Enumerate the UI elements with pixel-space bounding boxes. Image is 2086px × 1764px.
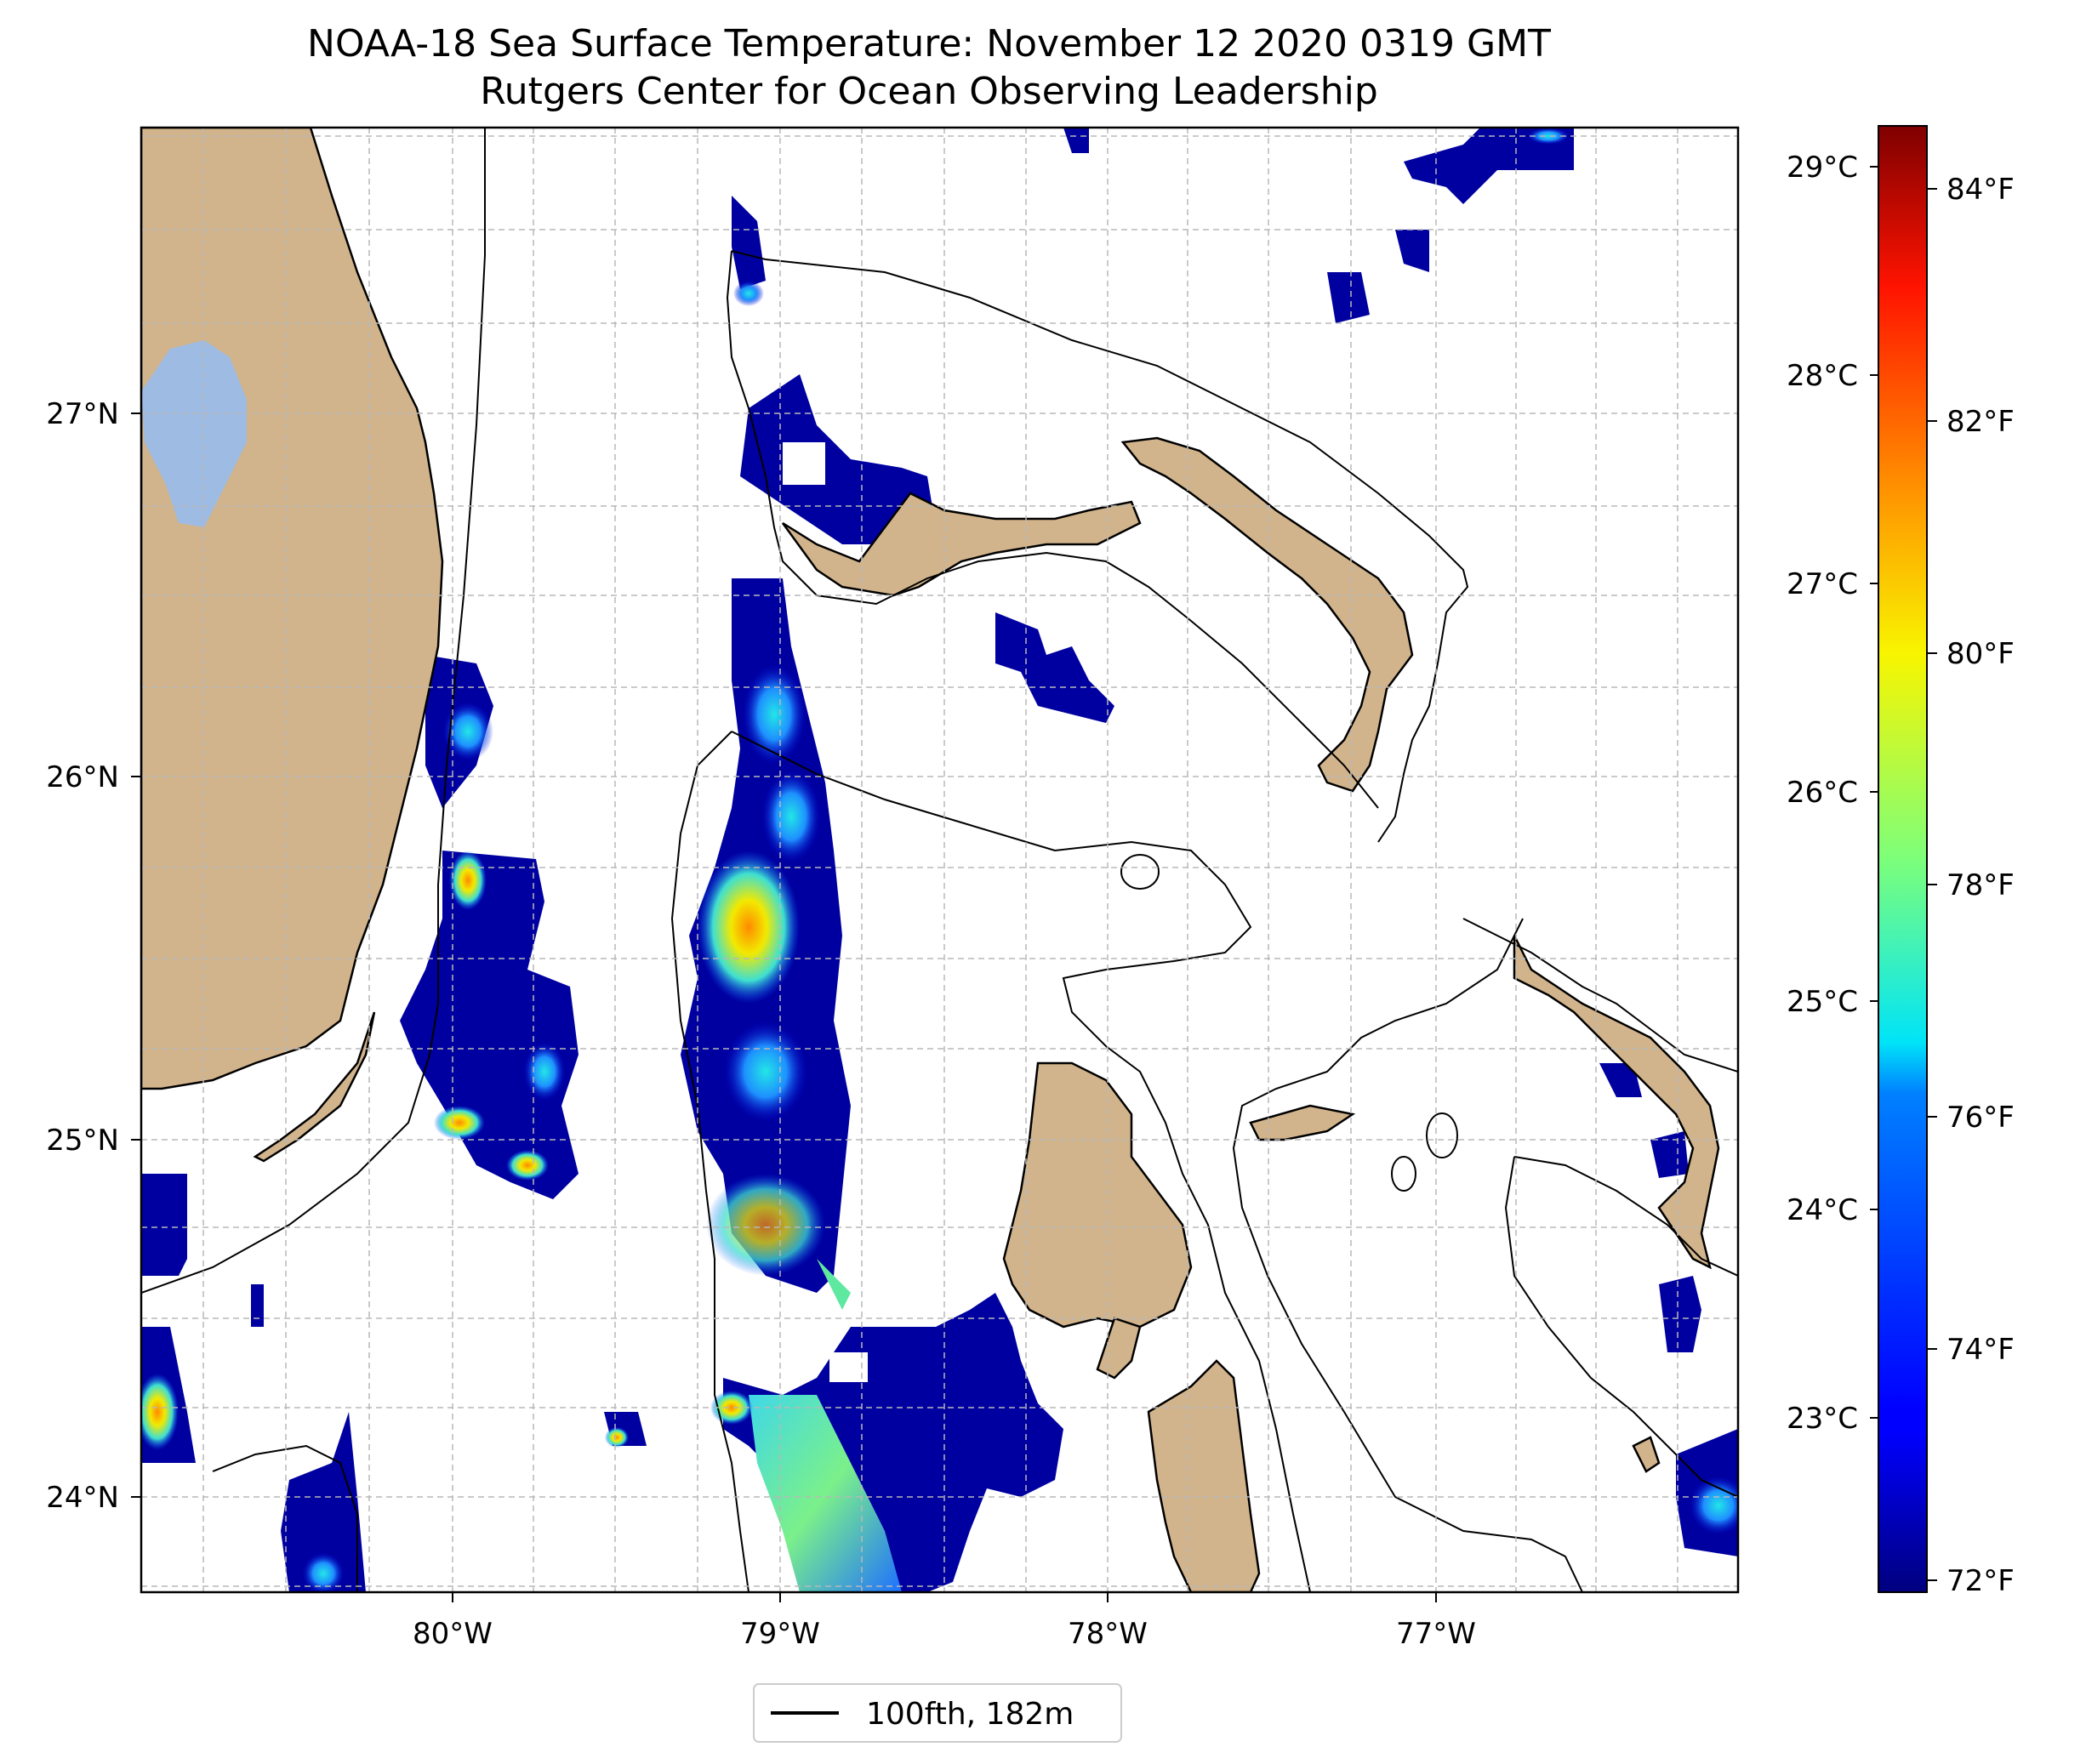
title-line-2: Rutgers Center for Ocean Observing Leade…	[480, 70, 1378, 113]
lake-okeechobee	[141, 340, 247, 527]
sst-patch	[710, 1391, 753, 1425]
legend-box	[753, 1683, 1122, 1743]
sst-patch	[1689, 1476, 1738, 1535]
contour-seamount	[1426, 1112, 1458, 1158]
fahrenheit-label: 78°F	[1946, 868, 2015, 902]
contour-florida-shelf	[141, 128, 486, 1294]
celsius-label: 27°C	[1787, 567, 1858, 601]
lat-label: 26°N	[46, 760, 119, 794]
celsius-label: 28°C	[1787, 359, 1858, 393]
sst-patch	[1063, 128, 1089, 153]
lon-label: 80°W	[413, 1617, 493, 1651]
axis-ticks	[131, 413, 1437, 1602]
fahrenheit-label: 74°F	[1946, 1333, 2015, 1367]
contour-little-bahama-inner	[726, 250, 1379, 809]
lat-label: 27°N	[46, 397, 119, 431]
fahrenheit-label: 84°F	[1946, 173, 2015, 207]
sst-patch	[141, 1174, 187, 1276]
legend: 100fth, 182m	[753, 1683, 1122, 1743]
sst-patch	[523, 1042, 566, 1101]
lon-label: 79°W	[740, 1617, 820, 1651]
bathymetry-contours	[141, 128, 1738, 1592]
contour-exuma-sound	[1232, 918, 1583, 1592]
sst-patch	[733, 281, 764, 306]
sst-patch	[742, 663, 806, 765]
contour-keys-south	[212, 1444, 358, 1592]
contour-exuma-north	[1513, 1156, 1738, 1277]
sst-patch	[732, 196, 766, 289]
celsius-label: 29°C	[1787, 151, 1858, 185]
sst-patch	[749, 1395, 902, 1592]
sst-patch	[1404, 128, 1574, 204]
sst-patch	[706, 1174, 825, 1276]
sst-patch	[1327, 272, 1370, 323]
sst-patch	[723, 1021, 808, 1123]
florida-keys	[253, 1011, 376, 1163]
abaco	[1120, 436, 1414, 793]
celsius-label: 24°C	[1787, 1193, 1858, 1227]
fahrenheit-label: 72°F	[1946, 1564, 2015, 1598]
island-small	[1632, 1436, 1661, 1473]
sst-patch	[740, 374, 936, 544]
sst-patch	[141, 1374, 179, 1450]
lat-label: 25°N	[46, 1124, 119, 1158]
sst-patch	[1527, 128, 1570, 145]
contour-eleuthera	[1462, 918, 1738, 1073]
sst-patch	[442, 702, 493, 761]
sst-gap	[783, 442, 825, 485]
lon-label: 78°W	[1068, 1617, 1148, 1651]
sst-patch	[1659, 1276, 1701, 1352]
fahrenheit-label: 76°F	[1946, 1101, 2015, 1135]
sst-patch	[506, 1150, 549, 1181]
sst-patch	[1395, 230, 1429, 272]
map-gridlines	[141, 128, 1738, 1592]
sst-patch	[1599, 1063, 1642, 1097]
map-frame	[140, 126, 1740, 1594]
fahrenheit-scale: 84°F 82°F 80°F 78°F 76°F 74°F 72°F	[1927, 173, 2015, 1598]
sst-patch	[281, 1412, 366, 1592]
lon-label: 77°W	[1396, 1617, 1476, 1651]
contour-great-bahama-west	[731, 731, 1311, 1592]
sst-patch	[449, 851, 487, 910]
sst-patch	[817, 1259, 851, 1310]
andros-south	[1147, 1359, 1261, 1592]
sst-patch	[434, 1106, 485, 1140]
fahrenheit-label: 82°F	[1946, 405, 2015, 439]
celsius-scale: 29°C 28°C 27°C 26°C 25°C 24°C 23°C	[1787, 151, 1880, 1436]
colorbar	[1878, 125, 1928, 1593]
legend-label: 100fth, 182m	[866, 1697, 1074, 1732]
lat-label: 24°N	[46, 1481, 119, 1515]
sst-patch	[251, 1284, 264, 1327]
sst-patch	[1650, 1131, 1689, 1178]
contour-seamount	[1120, 854, 1160, 890]
title-line-1: NOAA-18 Sea Surface Temperature: Novembe…	[307, 22, 1551, 65]
map-panel[interactable]	[136, 128, 1748, 1595]
contour-exuma-inner	[1504, 1156, 1738, 1498]
fahrenheit-label: 80°F	[1946, 637, 2015, 671]
celsius-label: 26°C	[1787, 776, 1858, 810]
contour-gulf-stream-east	[670, 731, 749, 1592]
sst-patch	[302, 1552, 345, 1592]
sst-patch	[605, 1427, 629, 1448]
contour-little-bahama	[731, 250, 1469, 843]
celsius-label: 23°C	[1787, 1402, 1858, 1436]
sst-patch	[995, 612, 1114, 723]
sst-data-layer	[141, 128, 1738, 1592]
sst-patch	[698, 851, 800, 1004]
contour-seamount	[1391, 1156, 1416, 1192]
celsius-label: 25°C	[1787, 985, 1858, 1019]
sst-patch	[761, 770, 821, 863]
